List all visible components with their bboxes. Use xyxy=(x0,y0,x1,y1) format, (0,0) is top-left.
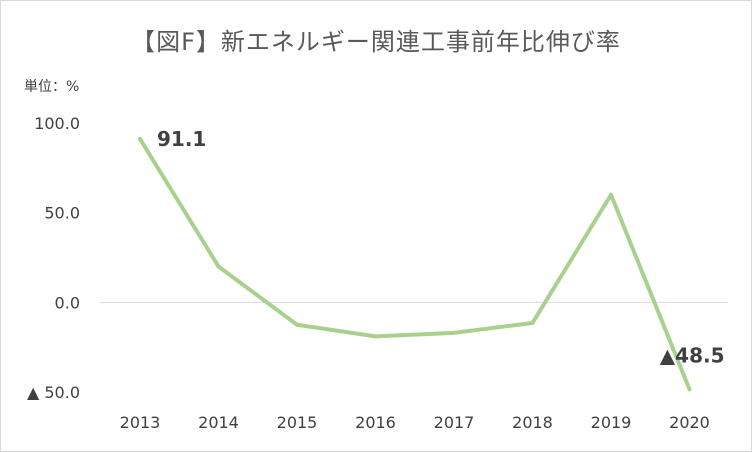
data-point xyxy=(295,322,299,327)
data-label: ▲48.5 xyxy=(660,343,725,367)
chart-title: 【図F】新エネルギー関連工事前年比伸び率 xyxy=(131,28,621,56)
x-tick-label: 2016 xyxy=(355,413,396,432)
data-point xyxy=(373,334,378,339)
x-tick-label: 2017 xyxy=(434,413,475,432)
x-tick-label: 2018 xyxy=(512,413,553,432)
x-axis-ticks: 2013 2014 2015 2016 2017 2018 2019 2020 xyxy=(120,413,710,432)
y-tick-label: ▲ 50.0 xyxy=(27,383,80,402)
data-label: 91.1 xyxy=(157,127,206,151)
x-tick-label: 2014 xyxy=(198,413,239,432)
data-point xyxy=(216,264,221,269)
series-line xyxy=(138,136,692,392)
y-tick-label: 50.0 xyxy=(44,204,80,223)
data-point xyxy=(687,387,692,392)
x-tick-label: 2015 xyxy=(277,413,318,432)
data-point xyxy=(138,136,142,141)
y-tick-label: 100.0 xyxy=(34,114,80,133)
data-point xyxy=(530,320,535,325)
unit-label: 単位：% xyxy=(24,79,80,95)
data-labels: 91.1 ▲48.5 xyxy=(157,127,725,367)
y-axis-ticks: 100.0 50.0 0.0 ▲ 50.0 xyxy=(27,114,80,402)
x-tick-label: 2020 xyxy=(669,413,710,432)
series-layer xyxy=(138,136,692,392)
data-point xyxy=(609,192,613,197)
y-tick-label: 0.0 xyxy=(55,293,80,312)
x-tick-label: 2013 xyxy=(120,413,161,432)
data-point xyxy=(452,330,456,335)
x-tick-label: 2019 xyxy=(591,413,632,432)
